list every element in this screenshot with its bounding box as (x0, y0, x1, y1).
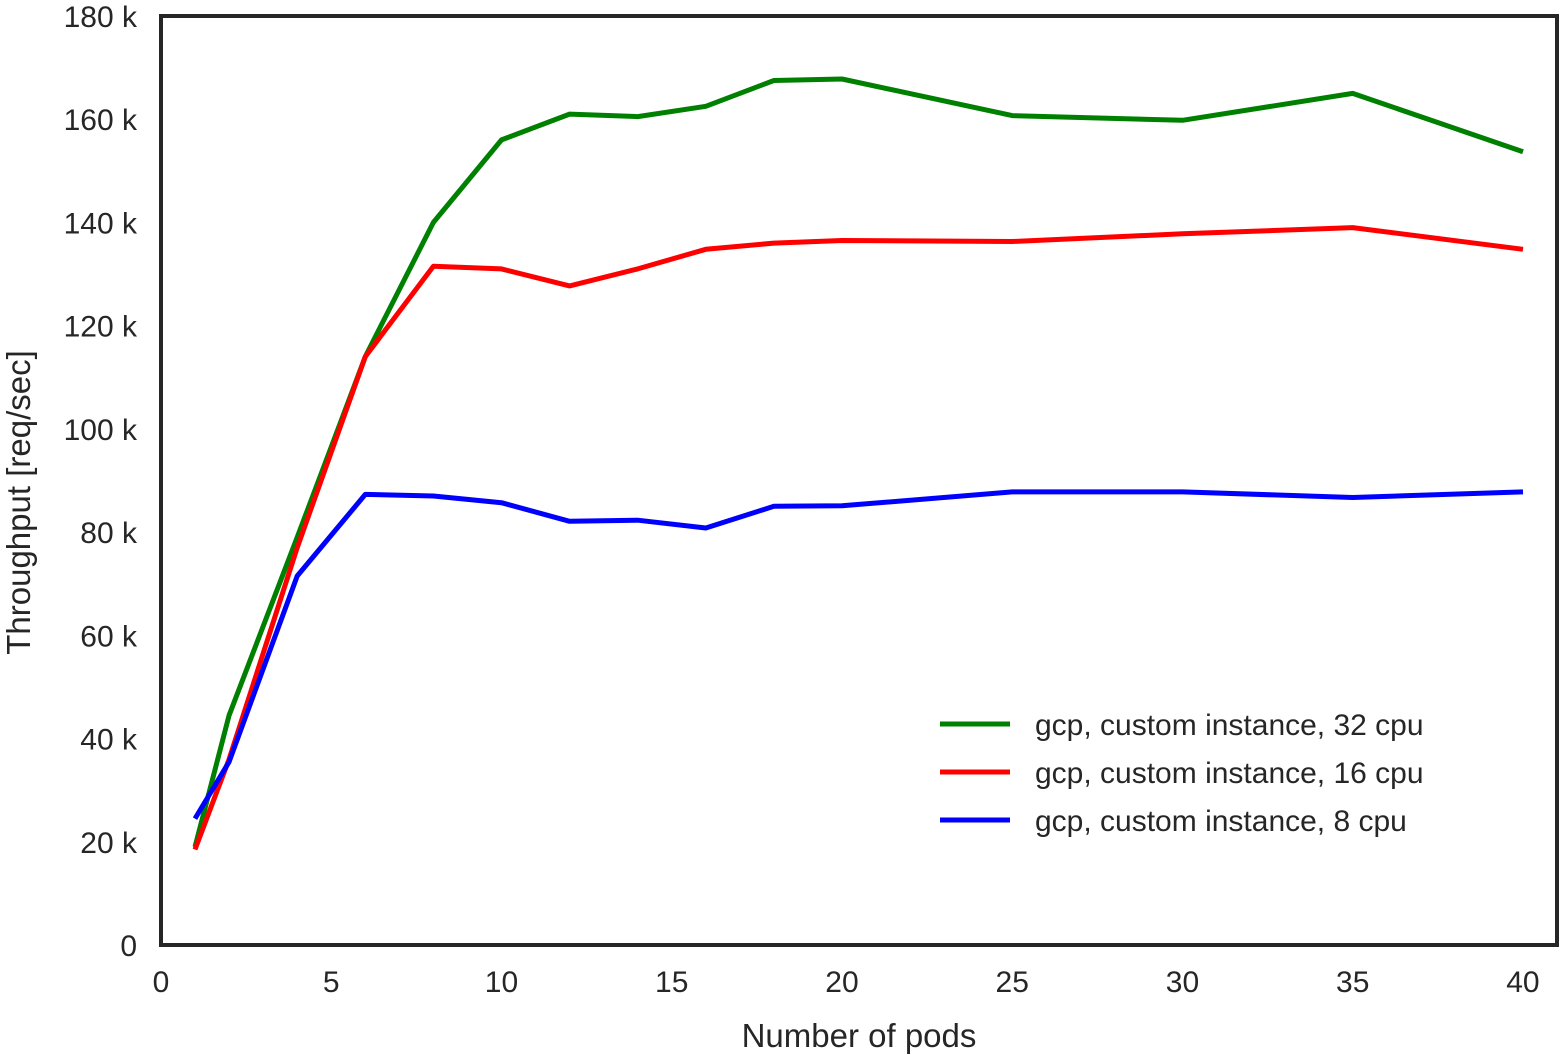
x-tick-label: 0 (153, 966, 170, 999)
series-line (192, 225, 1524, 851)
y-tick-label: 0 (120, 930, 137, 963)
y-tick-label: 180 k (64, 1, 138, 34)
series-layer (192, 76, 1524, 851)
y-axis-label: Throughput [req/sec] (0, 350, 37, 655)
legend-label: gcp, custom instance, 32 cpu (1035, 709, 1424, 742)
y-tick-label: 100 k (64, 414, 138, 447)
y-tick-label: 160 k (64, 104, 138, 137)
x-tick-label: 20 (825, 966, 858, 999)
y-tick-label: 20 k (80, 827, 138, 860)
y-axis-ticks: 0 20 k 40 k 60 k 80 k 100 k 120 k 140 k 160 k 180… (64, 1, 138, 963)
x-tick-label: 40 (1506, 966, 1539, 999)
x-tick-label: 35 (1336, 966, 1369, 999)
x-axis-ticks: 0 5 10 15 20 25 30 35 40 (153, 966, 1540, 999)
x-tick-label: 10 (485, 966, 518, 999)
y-tick-label: 140 k (64, 207, 138, 240)
x-axis-label: Number of pods (742, 1017, 977, 1054)
legend-label: gcp, custom instance, 16 cpu (1035, 757, 1424, 790)
x-tick-label: 15 (655, 966, 688, 999)
plot-frame (159, 14, 1559, 947)
y-tick-label: 60 k (80, 620, 138, 653)
x-tick-label: 5 (323, 966, 340, 999)
y-tick-label: 120 k (64, 311, 138, 344)
legend: gcp, custom instance, 32 cpu gcp, custom … (940, 709, 1424, 838)
y-tick-label: 80 k (80, 517, 138, 550)
y-tick-label: 40 k (80, 724, 138, 757)
legend-label: gcp, custom instance, 8 cpu (1035, 805, 1407, 838)
x-tick-label: 30 (1166, 966, 1199, 999)
x-tick-label: 25 (996, 966, 1029, 999)
series-line (192, 489, 1524, 820)
